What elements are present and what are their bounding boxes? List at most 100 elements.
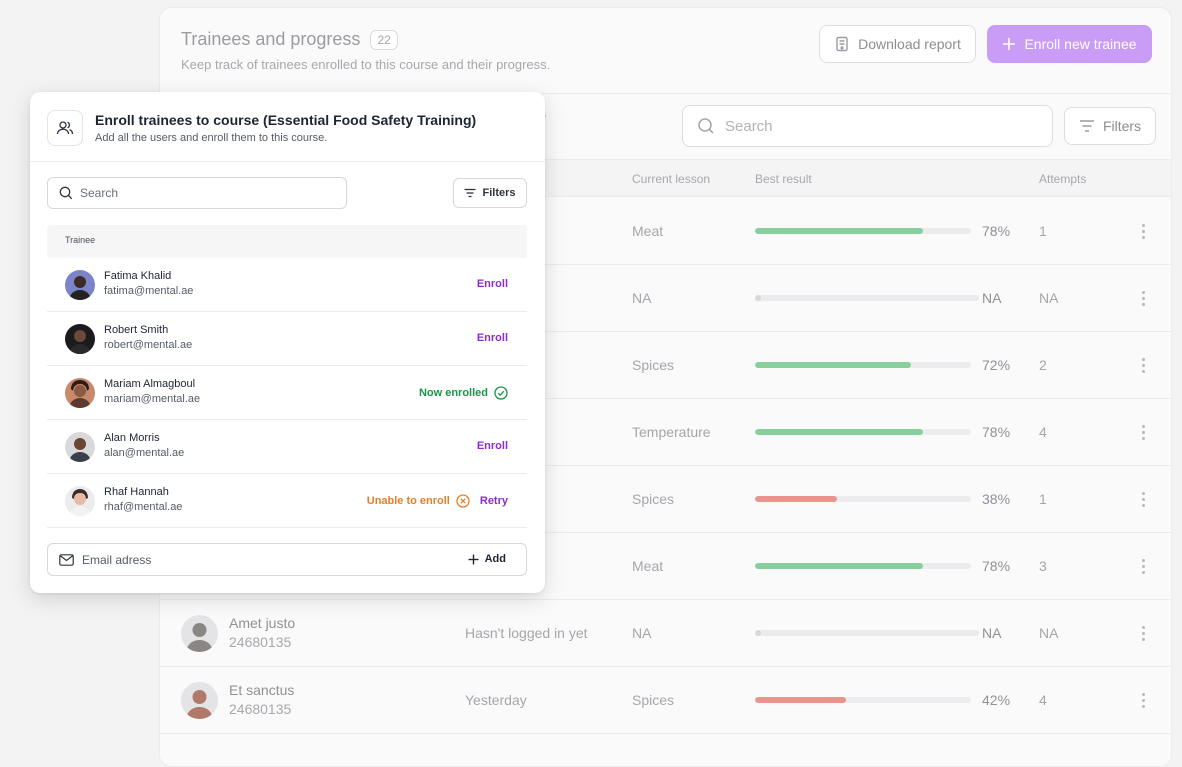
progress-bar bbox=[755, 362, 971, 368]
more-options-icon[interactable] bbox=[1137, 287, 1149, 309]
progress-bar bbox=[755, 697, 971, 703]
attempts: NA bbox=[1039, 290, 1059, 306]
enroll-button[interactable]: Enroll bbox=[476, 440, 508, 452]
best-result: 78% bbox=[982, 558, 1011, 574]
enroll-trainees-modal: Enroll trainees to course (Essential Foo… bbox=[30, 92, 545, 593]
modal-search-placeholder: Search bbox=[80, 186, 119, 200]
avatar bbox=[181, 615, 218, 652]
progress-bar bbox=[755, 228, 971, 234]
now-enrolled-label: Now enrolled bbox=[418, 387, 488, 399]
enrollment-status: Now enrolled bbox=[419, 386, 508, 400]
avatar bbox=[65, 432, 95, 462]
more-options-icon[interactable] bbox=[1137, 220, 1149, 242]
column-best-result: Best result bbox=[755, 172, 812, 186]
mail-icon bbox=[59, 553, 74, 566]
more-options-icon[interactable] bbox=[1137, 354, 1149, 376]
users-icon bbox=[47, 110, 83, 146]
trainee-name: Fatima Khalid bbox=[104, 270, 172, 282]
avatar bbox=[181, 682, 218, 719]
add-label: Add bbox=[484, 553, 506, 565]
search-icon bbox=[698, 118, 714, 134]
trainee-row: Robert Smith robert@mental.ae Enroll bbox=[47, 312, 527, 366]
current-lesson: Spices bbox=[632, 692, 675, 708]
trainee-count-badge: 22 bbox=[370, 29, 398, 50]
filter-icon bbox=[1079, 120, 1094, 132]
current-lesson: Spices bbox=[632, 491, 675, 507]
table-row: Amet justo 24680135 Hasn't logged in yet NA… bbox=[160, 600, 1171, 667]
trainee-row: Alan Morris alan@mental.ae Enroll bbox=[47, 420, 527, 474]
plus-icon bbox=[468, 554, 479, 564]
enroll-button[interactable]: Enroll bbox=[476, 278, 508, 290]
download-report-button[interactable]: Download report bbox=[819, 25, 976, 63]
best-result: NA bbox=[982, 290, 1002, 306]
progress-bar bbox=[755, 630, 979, 636]
avatar bbox=[65, 324, 95, 354]
table-row: Et sanctus 24680135 Yesterday Spices 42% 4 bbox=[160, 667, 1171, 734]
avatar bbox=[65, 270, 95, 300]
table-search-placeholder: Search bbox=[725, 117, 773, 135]
card-header: Trainees and progress 22 Keep track of t… bbox=[160, 8, 1171, 94]
enroll-button[interactable]: Enroll bbox=[476, 332, 508, 344]
progress-bar bbox=[755, 295, 979, 301]
modal-filters-button[interactable]: Filters bbox=[453, 178, 527, 208]
table-search-input[interactable]: Search bbox=[682, 105, 1053, 147]
enroll-new-trainee-label: Enroll new trainee bbox=[1024, 36, 1137, 52]
best-result: 78% bbox=[982, 424, 1011, 440]
progress-bar bbox=[755, 563, 971, 569]
trainee-id: 24680135 bbox=[229, 634, 292, 650]
enrollment-status: Unable to enroll Retry bbox=[367, 494, 508, 508]
trainee-name: Amet justo bbox=[229, 615, 296, 631]
email-placeholder: Email adress bbox=[82, 552, 152, 567]
progress-bar bbox=[755, 496, 971, 502]
avatar bbox=[65, 378, 95, 408]
table-row: Spices 38% 1 bbox=[160, 466, 1171, 533]
table-filters-label: Filters bbox=[1102, 118, 1142, 134]
best-result: 42% bbox=[982, 692, 1011, 708]
retry-button[interactable]: Retry bbox=[479, 495, 508, 507]
trainee-name: Et sanctus bbox=[229, 682, 295, 698]
attempts: 4 bbox=[1039, 424, 1047, 440]
unable-to-enroll-label: Unable to enroll bbox=[366, 495, 450, 507]
plus-icon bbox=[1003, 38, 1016, 50]
progress-bar-fill bbox=[755, 630, 761, 636]
progress-bar-fill bbox=[755, 228, 924, 234]
enroll-new-trainee-button[interactable]: Enroll new trainee bbox=[987, 25, 1152, 63]
best-result: NA bbox=[982, 625, 1002, 641]
trainee-name: Rhaf Hannah bbox=[104, 486, 169, 498]
column-attempts: Attempts bbox=[1039, 172, 1087, 186]
attempts: 1 bbox=[1039, 223, 1047, 239]
modal-header: Enroll trainees to course (Essential Foo… bbox=[30, 92, 545, 162]
last-login: Hasn't logged in yet bbox=[465, 625, 588, 641]
current-lesson: Meat bbox=[632, 223, 664, 239]
trainee-email: fatima@mental.ae bbox=[104, 285, 194, 297]
attempts: 2 bbox=[1039, 357, 1047, 373]
search-icon bbox=[59, 186, 73, 200]
page-title: Trainees and progress 22 bbox=[181, 29, 398, 50]
trainee-row: Rhaf Hannah rhaf@mental.ae Unable to enr… bbox=[47, 474, 527, 528]
progress-bar-fill bbox=[755, 429, 924, 435]
more-options-icon[interactable] bbox=[1137, 689, 1149, 711]
trainee-id: 24680135 bbox=[229, 701, 292, 717]
modal-title: Enroll trainees to course (Essential Foo… bbox=[95, 112, 477, 128]
trainee-name: Robert Smith bbox=[104, 324, 169, 336]
current-lesson: NA bbox=[632, 290, 652, 306]
column-trainee: Trainee bbox=[65, 235, 96, 245]
modal-table-header: Trainee bbox=[47, 225, 527, 258]
best-result: 72% bbox=[982, 357, 1011, 373]
modal-subtitle: Add all the users and enroll them to thi… bbox=[95, 132, 328, 144]
more-options-icon[interactable] bbox=[1137, 622, 1149, 644]
modal-search-input[interactable]: Search bbox=[47, 177, 347, 209]
filter-icon bbox=[464, 188, 476, 198]
more-options-icon[interactable] bbox=[1137, 488, 1149, 510]
trainee-email: mariam@mental.ae bbox=[104, 393, 201, 405]
more-options-icon[interactable] bbox=[1137, 555, 1149, 577]
more-options-icon[interactable] bbox=[1137, 421, 1149, 443]
avatar bbox=[65, 486, 95, 516]
email-address-input[interactable]: Email adress Add bbox=[47, 543, 527, 576]
table-filters-button[interactable]: Filters bbox=[1064, 107, 1156, 145]
attempts: 1 bbox=[1039, 491, 1047, 507]
last-login: Yesterday bbox=[465, 692, 527, 708]
add-email-button[interactable]: Add bbox=[468, 553, 506, 565]
progress-bar-fill bbox=[755, 295, 761, 301]
best-result: 78% bbox=[982, 223, 1011, 239]
